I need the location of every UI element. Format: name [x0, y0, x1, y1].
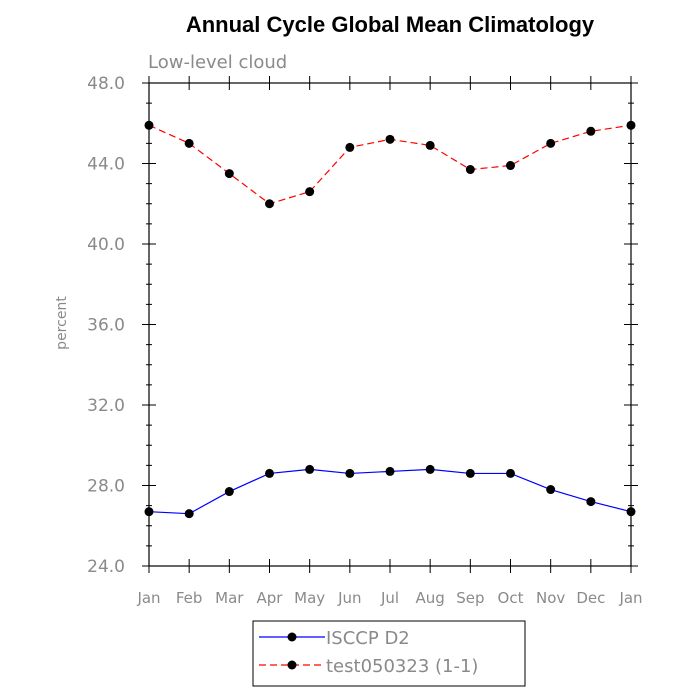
y-tick-label: 40.0: [87, 235, 125, 255]
data-point: [144, 120, 154, 130]
data-point: [506, 161, 515, 171]
y-tick-label: 48.0: [87, 74, 125, 94]
series-line-1: [148, 468, 632, 515]
x-tick-label: Sep: [456, 589, 484, 607]
data-point: [586, 126, 596, 136]
x-tick-label: Mar: [215, 589, 244, 607]
x-tick-label: Aug: [416, 589, 445, 607]
data-point: [345, 142, 355, 152]
plot-frame: [148, 82, 632, 567]
x-tick-label: Oct: [498, 589, 524, 607]
series-layer: [144, 120, 636, 519]
x-tick-label: Jan: [136, 589, 160, 607]
data-point: [626, 120, 636, 130]
y-tick-label: 36.0: [87, 316, 125, 336]
x-tick-label: Dec: [576, 589, 605, 607]
data-point: [586, 497, 596, 507]
legend-box: [252, 620, 526, 687]
data-point: [305, 187, 315, 197]
data-point: [385, 134, 395, 144]
axes: 24.0 28.0 32.0 36.0 40.0 44.0 48.0 Jan Feb Mar Apr…: [87, 74, 642, 607]
data-point: [265, 468, 274, 478]
data-point: [305, 464, 315, 474]
x-tick-label: Feb: [176, 589, 203, 607]
x-tick-label: Nov: [536, 589, 565, 607]
x-tick-label: Jan: [618, 589, 642, 607]
data-point: [345, 468, 355, 478]
data-point: [265, 199, 274, 209]
data-point: [184, 138, 194, 148]
data-point: [465, 468, 475, 478]
data-point: [626, 507, 636, 517]
y-tick-label: 32.0: [87, 396, 125, 416]
data-point: [546, 485, 556, 495]
x-tick-label: Jul: [380, 589, 399, 607]
data-point: [425, 140, 435, 150]
y-tick-label: 28.0: [87, 477, 125, 497]
legend-marker: [287, 632, 297, 642]
legend-marker: [287, 660, 297, 670]
data-point: [144, 507, 154, 517]
data-point: [465, 165, 475, 175]
x-tick-label: Jun: [337, 589, 361, 607]
chart-title: Annual Cycle Global Mean Climatology: [186, 12, 595, 37]
x-tick-label: Apr: [257, 589, 284, 607]
legend: ISCCP D2 test050323 (1-1): [252, 620, 526, 687]
data-point: [224, 169, 234, 179]
legend-label: test050323 (1-1): [326, 656, 478, 677]
x-tick-label: May: [294, 589, 325, 607]
data-point: [184, 509, 194, 519]
data-point: [425, 464, 435, 474]
y-axis-label: percent: [54, 296, 70, 350]
chart-subtitle: Low-level cloud: [148, 52, 287, 73]
y-tick-label: 24.0: [87, 557, 125, 577]
data-point: [546, 138, 556, 148]
legend-label: ISCCP D2: [326, 628, 410, 649]
data-point: [385, 466, 395, 476]
data-point: [506, 468, 515, 478]
y-tick-label: 44.0: [87, 155, 125, 175]
data-point: [224, 487, 234, 497]
